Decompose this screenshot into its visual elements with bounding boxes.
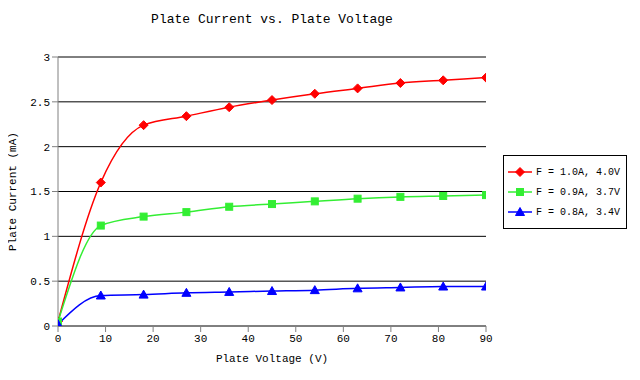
svg-text:70: 70 xyxy=(384,333,397,345)
svg-text:90: 90 xyxy=(479,333,492,345)
svg-text:60: 60 xyxy=(337,333,350,345)
svg-text:1.5: 1.5 xyxy=(30,186,50,198)
html-text:Plate Current vs. Plate Voltag: Plate Current vs. Plate Voltage xyxy=(151,12,393,27)
html-text:F = 0.8A, 3.4V: F = 0.8A, 3.4V xyxy=(536,206,620,218)
svg-text:40: 40 xyxy=(242,333,255,345)
svg-text:80: 80 xyxy=(432,333,445,345)
html-text:F = 1.0A, 4.0V: F = 1.0A, 4.0V xyxy=(536,166,620,178)
svg-text:2.5: 2.5 xyxy=(30,97,50,109)
svg-text:30: 30 xyxy=(194,333,207,345)
svg-text:0: 0 xyxy=(55,333,62,345)
svg-text:10: 10 xyxy=(99,333,112,345)
svg-text:Plate Current (mA): Plate Current (mA) xyxy=(8,132,19,251)
svg-text:50: 50 xyxy=(289,333,302,345)
html-text:F = 0.9A, 3.7V: F = 0.9A, 3.7V xyxy=(536,186,620,198)
svg-text:2: 2 xyxy=(43,142,50,154)
svg-text:0.5: 0.5 xyxy=(30,276,50,288)
svg-text:20: 20 xyxy=(147,333,160,345)
svg-text:1: 1 xyxy=(43,231,50,243)
svg-text:Plate Voltage (V): Plate Voltage (V) xyxy=(216,353,328,365)
svg-text:0: 0 xyxy=(43,321,50,333)
svg-text:3: 3 xyxy=(43,52,50,64)
